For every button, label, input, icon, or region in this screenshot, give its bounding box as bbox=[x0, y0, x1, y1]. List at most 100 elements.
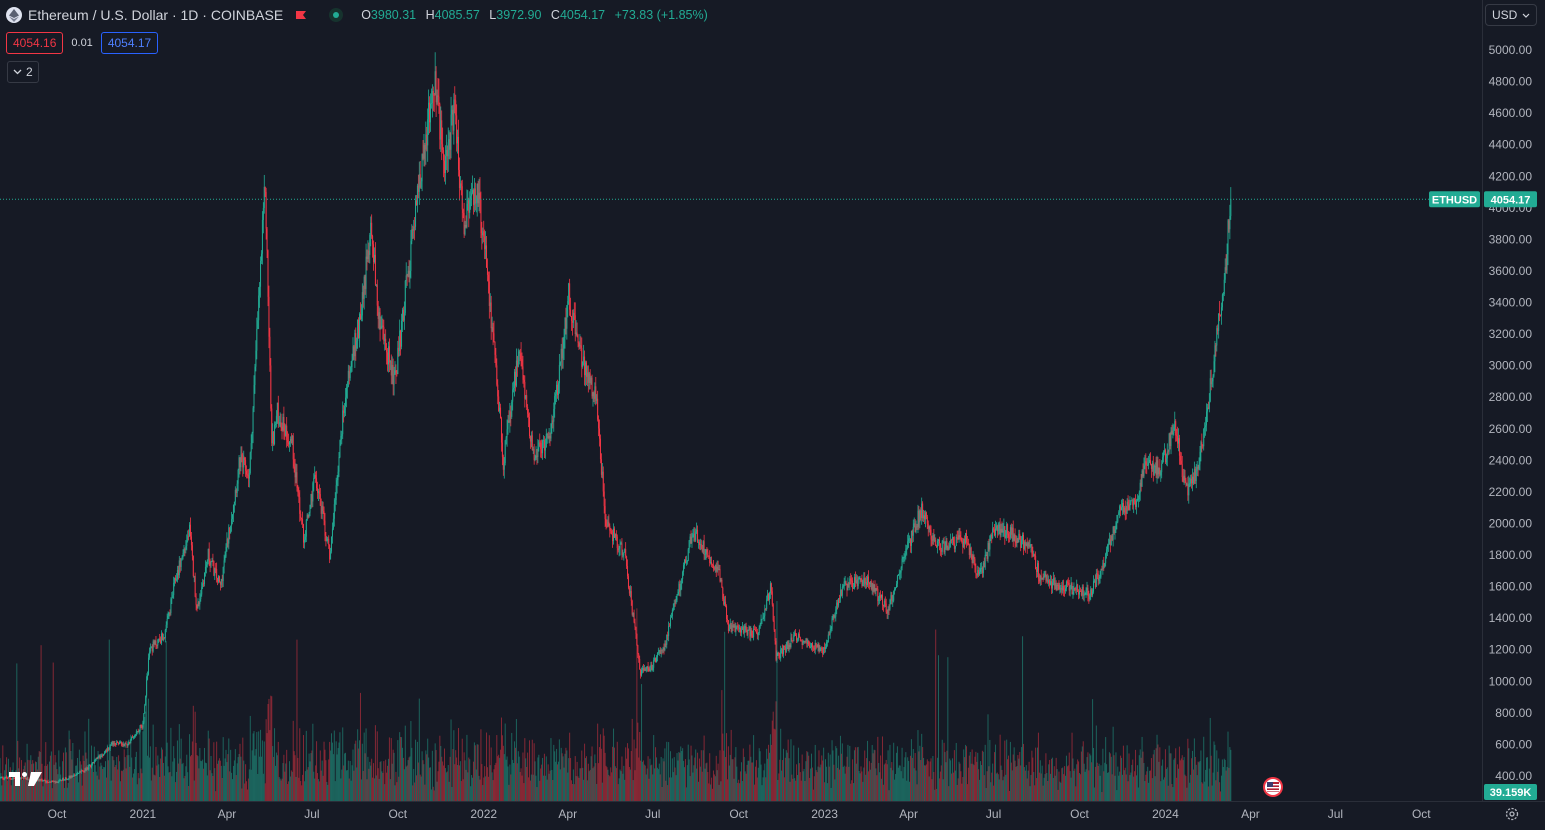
volume-bar bbox=[64, 747, 66, 801]
time-axis[interactable]: Oct 2021 Apr Jul Oct 2022 Apr Jul Oct 2023 Apr Jul O… bbox=[0, 801, 1545, 830]
volume-bar bbox=[294, 755, 296, 801]
currency-selector[interactable]: USD bbox=[1485, 4, 1537, 26]
candle bbox=[542, 435, 544, 449]
volume-bar bbox=[556, 748, 558, 801]
candle bbox=[222, 566, 224, 588]
volume-bar bbox=[277, 741, 279, 801]
gear-icon[interactable] bbox=[1503, 805, 1521, 823]
volume-bar bbox=[166, 742, 168, 801]
indicators-toggle-button[interactable]: 2 bbox=[7, 61, 39, 83]
volume-bar bbox=[1085, 769, 1087, 801]
buy-button[interactable]: 4054.17 bbox=[100, 32, 159, 54]
volume-bar bbox=[925, 764, 927, 801]
volume-bar bbox=[574, 756, 576, 801]
candle bbox=[367, 240, 369, 263]
volume-bar bbox=[660, 756, 662, 801]
candle bbox=[690, 530, 692, 544]
candle bbox=[884, 596, 886, 608]
volume-bar bbox=[362, 770, 364, 801]
volume-bar bbox=[845, 766, 847, 801]
volume-bar bbox=[895, 773, 897, 801]
candle bbox=[816, 644, 818, 648]
volume-bar bbox=[244, 783, 246, 801]
volume-bar bbox=[1082, 741, 1084, 801]
volume-bar bbox=[168, 772, 170, 801]
market-open-dot[interactable] bbox=[329, 8, 344, 22]
candle bbox=[888, 604, 890, 616]
symbol-legend[interactable]: Ethereum / U.S. Dollar · 1D · COINBASE O… bbox=[6, 5, 708, 25]
volume-bar bbox=[626, 758, 628, 801]
volume-bar bbox=[958, 761, 960, 801]
candle bbox=[1122, 499, 1124, 515]
candle bbox=[119, 740, 121, 744]
volume-bar bbox=[246, 789, 248, 801]
candle bbox=[1088, 590, 1090, 604]
volume-bar bbox=[737, 782, 739, 801]
volume-bar bbox=[369, 761, 371, 801]
candle bbox=[299, 490, 301, 522]
volume-bar bbox=[527, 752, 529, 801]
volume-bar bbox=[594, 754, 596, 801]
candle bbox=[229, 527, 231, 540]
volume-bar bbox=[1029, 786, 1031, 801]
volume-bar bbox=[557, 761, 559, 801]
volume-bar bbox=[365, 728, 367, 801]
candle bbox=[302, 511, 304, 529]
candle bbox=[631, 599, 633, 617]
volume-bar bbox=[867, 771, 869, 801]
candle bbox=[103, 753, 105, 757]
candle bbox=[895, 587, 897, 591]
volume-bar bbox=[966, 784, 968, 801]
candle bbox=[597, 390, 599, 422]
volume-bar bbox=[754, 766, 756, 801]
candle bbox=[525, 395, 527, 400]
volume-bar bbox=[161, 747, 163, 801]
candle bbox=[13, 777, 15, 779]
candle bbox=[72, 775, 74, 778]
candle bbox=[585, 360, 587, 387]
symbol-title[interactable]: Ethereum / U.S. Dollar · 1D · COINBASE bbox=[28, 7, 284, 23]
volume-bar bbox=[642, 760, 644, 801]
sell-button[interactable]: 4054.16 bbox=[6, 32, 64, 54]
volume-bar bbox=[142, 731, 144, 801]
price-axis[interactable]: 5000.004800.004600.004400.004200.004000.… bbox=[1429, 0, 1545, 801]
volume-bar bbox=[464, 760, 466, 801]
time-tick: Apr bbox=[218, 807, 237, 821]
volume-bar bbox=[859, 773, 861, 801]
volume-bar bbox=[80, 764, 82, 801]
volume-bar bbox=[399, 732, 401, 801]
candle bbox=[806, 637, 808, 648]
candle bbox=[581, 337, 583, 378]
volume-bar bbox=[969, 751, 971, 801]
candle bbox=[770, 582, 772, 595]
flag-icon[interactable] bbox=[295, 9, 307, 21]
candle bbox=[359, 312, 361, 348]
candle bbox=[58, 779, 60, 784]
candle bbox=[463, 202, 465, 239]
volume-bar bbox=[489, 765, 491, 801]
candle bbox=[859, 576, 861, 584]
volume-bar bbox=[274, 728, 276, 801]
candle bbox=[713, 566, 715, 571]
candle bbox=[532, 446, 534, 454]
volume-bar bbox=[689, 776, 691, 801]
candle bbox=[93, 759, 95, 764]
volume-bar bbox=[405, 766, 407, 801]
volume-bar bbox=[1157, 744, 1159, 801]
candle bbox=[1053, 574, 1055, 590]
candle bbox=[905, 544, 907, 560]
candle bbox=[396, 369, 398, 377]
candle bbox=[1136, 494, 1138, 502]
candle bbox=[980, 562, 982, 574]
candle bbox=[1177, 426, 1179, 449]
tradingview-logo[interactable] bbox=[9, 770, 43, 788]
us-flag-event-icon[interactable] bbox=[1263, 777, 1283, 797]
volume-bar bbox=[415, 775, 417, 801]
volume-bar bbox=[327, 784, 329, 801]
volume-bar bbox=[600, 748, 602, 801]
candle bbox=[470, 188, 472, 210]
volume-bar bbox=[1019, 751, 1021, 801]
volume-bar bbox=[1070, 777, 1072, 801]
